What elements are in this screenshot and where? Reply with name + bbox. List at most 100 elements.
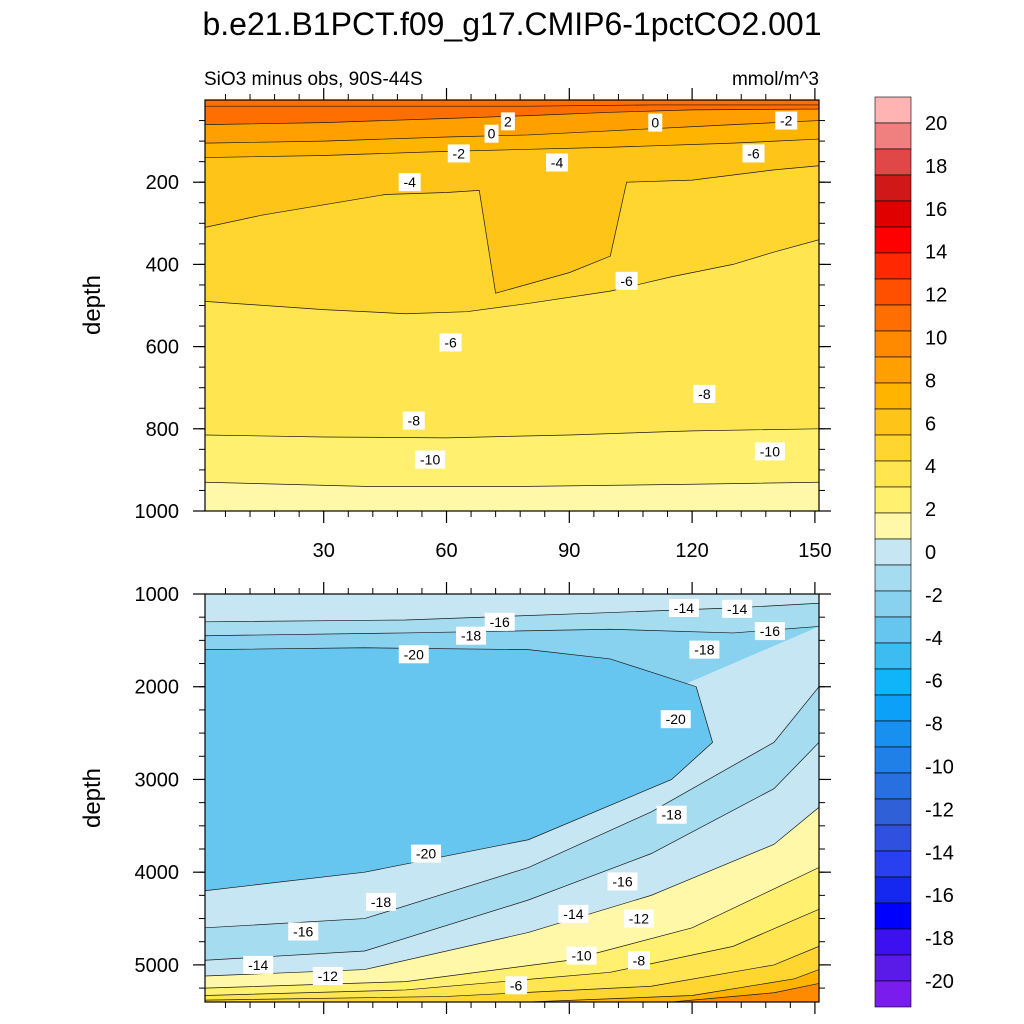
svg-text:-8: -8 — [633, 952, 646, 968]
svg-text:-18: -18 — [371, 894, 391, 910]
lower-panel: -14 -14-16-16-18-18-20-20-18-20-16-18-14-… — [79, 582, 831, 1014]
colorbar-box — [874, 382, 912, 410]
contour-label: -18 — [689, 640, 720, 659]
lower-x-ticks — [224, 582, 816, 1014]
colorbar-box — [874, 252, 912, 280]
colorbar-box — [874, 122, 912, 150]
colorbar-box — [874, 434, 912, 462]
contour-label: -16 — [754, 622, 785, 641]
colorbar-label: 10 — [925, 328, 947, 350]
contour-label: 2 — [500, 112, 515, 131]
svg-text:2: 2 — [504, 113, 512, 129]
colorbar-box — [874, 538, 912, 566]
colorbar-label: -6 — [925, 671, 943, 693]
lower-contour-region — [205, 594, 819, 622]
contour-label: -2 — [775, 111, 798, 130]
colorbar-box — [874, 668, 912, 696]
colorbar-label: 14 — [925, 242, 947, 264]
svg-text:-14: -14 — [248, 957, 268, 973]
upper-contour-region — [205, 120, 819, 158]
upper-contour-line — [205, 104, 819, 107]
units-label: mmol/m^3 — [732, 69, 819, 90]
colorbar-box — [874, 96, 912, 124]
contour-label: -10 — [566, 946, 597, 965]
colorbar-box — [874, 876, 912, 904]
contour-label: -18 — [656, 805, 687, 824]
colorbar-label: -14 — [925, 842, 954, 864]
colorbar-label: -4 — [925, 628, 943, 650]
upper-contour-lines — [205, 104, 819, 487]
contour-label: -6 — [439, 333, 462, 352]
svg-text:-6: -6 — [510, 977, 523, 993]
colorbar-box — [874, 720, 912, 748]
colorbar-label: 4 — [925, 456, 936, 478]
colorbar-box — [874, 304, 912, 332]
lower-contour-region — [671, 983, 819, 1002]
contour-label: -14 — [668, 598, 699, 617]
svg-text:0: 0 — [488, 126, 496, 142]
colorbar-label: 2 — [925, 499, 936, 521]
upper-contour-line — [205, 239, 819, 315]
upper-x-ticks: 30 60 90 120 150 — [224, 88, 832, 562]
contour-label: 0 — [484, 124, 499, 143]
figure-title: b.e21.B1PCT.f09_g17.CMIP6-1pctCO2.001 — [202, 6, 821, 42]
upper-contour-line — [205, 165, 819, 294]
upper-contour-line — [205, 108, 819, 126]
x-tick-label: 60 — [435, 540, 457, 562]
upper-contour-labels: 200-2-2-4-4-6-6-6-8-8-10-10 — [398, 111, 798, 469]
y-tick-label: 1000 — [135, 501, 180, 523]
svg-text:-16: -16 — [760, 623, 780, 639]
colorbar-label: 16 — [925, 199, 947, 221]
colorbar-box — [874, 200, 912, 228]
svg-text:-20: -20 — [666, 711, 686, 727]
colorbar-box — [874, 408, 912, 436]
colorbar-label: -18 — [925, 928, 954, 950]
contour-label: -6 — [742, 144, 765, 163]
contour-label: -12 — [312, 967, 343, 986]
contour-label: -18 — [456, 626, 487, 645]
y-tick-label: 800 — [146, 419, 179, 441]
contour-label: -8 — [627, 951, 650, 970]
upper-contour-region — [205, 139, 819, 294]
lower-contour-fills — [205, 594, 819, 1002]
colorbar-label: 20 — [925, 113, 947, 135]
x-tick-label: 30 — [313, 540, 335, 562]
lower-contour-line — [671, 983, 819, 1002]
contour-label: -4 — [398, 173, 421, 192]
svg-text:-2: -2 — [780, 113, 793, 129]
colorbar-box — [874, 954, 912, 982]
colorbar-box — [874, 850, 912, 878]
svg-text:-10: -10 — [571, 948, 591, 964]
colorbar-box — [874, 512, 912, 540]
upper-contour-line — [205, 120, 819, 144]
contour-label: 0 — [648, 113, 663, 132]
colorbar-box — [874, 460, 912, 488]
upper-contour-line — [205, 428, 819, 439]
svg-text:-18: -18 — [461, 628, 481, 644]
lower-contour-region — [205, 647, 819, 891]
colorbar-label: 12 — [925, 285, 947, 307]
contour-label: -14 — [243, 955, 274, 974]
colorbar-label: -12 — [925, 799, 954, 821]
contour-label: -12 — [623, 909, 654, 928]
upper-contour-region — [205, 482, 819, 511]
upper-contour-line — [205, 481, 819, 487]
svg-text:-10: -10 — [760, 443, 780, 459]
colorbar-box — [874, 902, 912, 930]
upper-panel: 200-2-2-4-4-6-6-6-8-8-10-10 30 60 90 120 150… — [79, 88, 832, 562]
lower-contour-labels: -14 -14-16-16-18-18-20-20-18-20-16-18-14-… — [243, 598, 785, 995]
colorbar-label: 6 — [925, 413, 936, 435]
svg-text:-6: -6 — [620, 273, 633, 289]
lower-contour-line — [205, 946, 819, 1001]
colorbar-label: -20 — [925, 971, 954, 993]
svg-text:-6: -6 — [747, 145, 760, 161]
lower-y-axis-label: depth — [79, 768, 106, 828]
colorbar-box — [874, 226, 912, 254]
colorbar-box — [874, 616, 912, 644]
colorbar-label: 8 — [925, 370, 936, 392]
svg-text:-18: -18 — [662, 807, 682, 823]
contour-label: -4 — [546, 153, 569, 172]
lower-contour-line — [205, 602, 819, 623]
svg-text:-10: -10 — [420, 452, 440, 468]
